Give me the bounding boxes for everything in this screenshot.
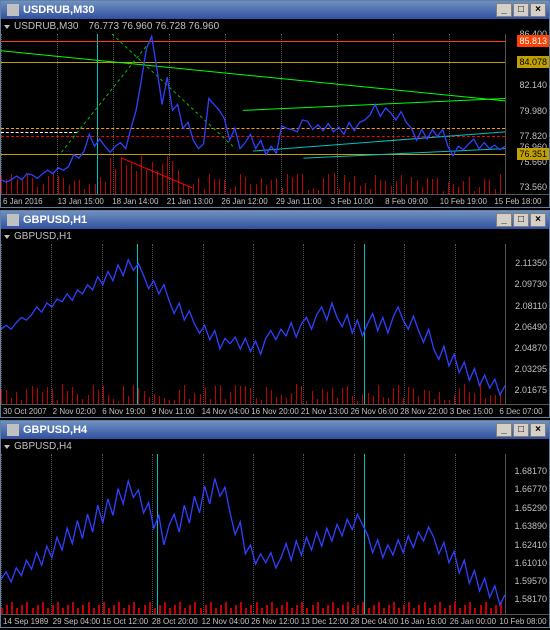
minimize-button[interactable]: _ <box>496 213 512 227</box>
price-line <box>1 478 505 605</box>
x-tick: 28 Dec 04:00 <box>350 617 400 626</box>
x-tick: 10 Feb 19:00 <box>440 197 495 206</box>
x-tick: 26 Nov 12:00 <box>251 617 301 626</box>
x-tick: 3 Feb 10:00 <box>331 197 386 206</box>
y-tick: 2.08110 <box>515 301 547 311</box>
titlebar[interactable]: GBPUSD,H4 _□× <box>1 421 549 439</box>
symbol-header[interactable]: GBPUSD,H4 <box>1 439 549 454</box>
price-level-label: 85.813 <box>517 35 549 47</box>
chart-plot[interactable] <box>1 244 505 404</box>
y-tick: 1.58170 <box>514 594 547 604</box>
chart-icon <box>7 424 19 436</box>
y-tick: 1.62410 <box>514 540 547 550</box>
y-tick: 2.03295 <box>514 364 547 374</box>
ohlc-values: 76.773 76.960 76.728 76.960 <box>88 21 219 32</box>
window-title-group: GBPUSD,H4 <box>7 424 87 436</box>
y-tick: 79.980 <box>519 106 547 116</box>
y-tick: 1.61010 <box>514 558 547 568</box>
x-tick: 26 Jan 12:00 <box>221 197 276 206</box>
x-tick: 10 Feb 08:00 <box>499 617 549 626</box>
y-tick: 2.04870 <box>514 343 547 353</box>
x-tick: 6 Jan 2016 <box>3 197 58 206</box>
x-tick: 21 Nov 13:00 <box>301 407 351 416</box>
x-tick: 15 Oct 12:00 <box>102 617 152 626</box>
price-line <box>1 260 505 395</box>
symbol-label: GBPUSD,H4 <box>14 441 72 452</box>
y-tick: 2.06490 <box>514 322 547 332</box>
y-axis: 1.68170 1.66770 1.65290 1.63890 1.62410 1.610… <box>505 454 549 614</box>
x-tick: 13 Jan 15:00 <box>58 197 113 206</box>
titlebar[interactable]: GBPUSD,H1 _□× <box>1 211 549 229</box>
chart-icon <box>7 4 19 16</box>
symbol-header[interactable]: USDRUB,M30 76.773 76.960 76.728 76.960 <box>1 19 549 34</box>
y-tick: 1.63890 <box>514 521 547 531</box>
y-tick: 1.65290 <box>514 503 547 513</box>
y-tick: 2.09730 <box>514 279 547 289</box>
chart-window-gbpusd_h4: GBPUSD,H4 _□× GBPUSD,H4 1.68170 1.66770 1.652… <box>0 420 550 628</box>
y-axis: 2.11350 2.09730 2.08110 2.06490 2.04870 2.032… <box>505 244 549 404</box>
chevron-down-icon <box>4 445 10 449</box>
chart-window-gbpusd_h1: GBPUSD,H1 _□× GBPUSD,H1 2.11350 2.09730 2.081… <box>0 210 550 418</box>
maximize-button[interactable]: □ <box>513 423 529 437</box>
window-title: GBPUSD,H4 <box>23 424 87 436</box>
window-title: GBPUSD,H1 <box>23 214 87 226</box>
minimize-button[interactable]: _ <box>496 423 512 437</box>
chart-icon <box>7 214 19 226</box>
maximize-button[interactable]: □ <box>513 3 529 17</box>
x-tick: 16 Nov 20:00 <box>251 407 301 416</box>
y-tick: 1.59570 <box>514 576 547 586</box>
close-button[interactable]: × <box>530 3 546 17</box>
x-tick: 6 Dec 07:00 <box>499 407 549 416</box>
y-tick: 2.11350 <box>515 258 547 268</box>
x-tick: 26 Nov 06:00 <box>350 407 400 416</box>
close-button[interactable]: × <box>530 213 546 227</box>
x-axis: 30 Oct 20072 Nov 02:006 Nov 19:009 Nov 1… <box>1 404 549 417</box>
x-tick: 6 Nov 19:00 <box>102 407 152 416</box>
minimize-button[interactable]: _ <box>496 3 512 17</box>
x-tick: 12 Nov 04:00 <box>202 617 252 626</box>
x-tick: 30 Oct 2007 <box>3 407 53 416</box>
chevron-down-icon <box>4 235 10 239</box>
x-tick: 26 Jan 00:00 <box>450 617 500 626</box>
x-tick: 13 Dec 12:00 <box>301 617 351 626</box>
x-axis: 14 Sep 198929 Sep 04:0015 Oct 12:0028 Oc… <box>1 614 549 627</box>
window-title: USDRUB,M30 <box>23 4 95 16</box>
y-tick: 1.68170 <box>514 466 547 476</box>
y-tick: 82.140 <box>519 80 547 90</box>
x-tick: 29 Jan 11:00 <box>276 197 331 206</box>
x-tick: 9 Nov 11:00 <box>152 407 202 416</box>
y-tick: 73.560 <box>519 182 547 192</box>
x-tick: 28 Oct 20:00 <box>152 617 202 626</box>
chart-plot[interactable] <box>1 34 505 194</box>
x-tick: 14 Sep 1989 <box>3 617 53 626</box>
x-tick: 8 Feb 09:00 <box>385 197 440 206</box>
x-tick: 21 Jan 13:00 <box>167 197 222 206</box>
window-title-group: GBPUSD,H1 <box>7 214 87 226</box>
x-tick: 16 Jan 16:00 <box>400 617 450 626</box>
y-axis: 86.40084.07882.14079.98077.82076.96075.6… <box>505 34 549 194</box>
price-level-label: 84.078 <box>517 56 549 68</box>
x-tick: 28 Nov 22:00 <box>400 407 450 416</box>
chart-plot[interactable] <box>1 454 505 614</box>
symbol-header[interactable]: GBPUSD,H1 <box>1 229 549 244</box>
x-tick: 29 Sep 04:00 <box>53 617 103 626</box>
y-tick: 77.820 <box>519 131 547 141</box>
y-tick: 2.01675 <box>514 385 547 395</box>
x-axis: 6 Jan 201613 Jan 15:0018 Jan 14:0021 Jan… <box>1 194 549 207</box>
x-tick: 18 Jan 14:00 <box>112 197 167 206</box>
chart-window-usdrub: USDRUB,M30 _□× USDRUB,M30 76.773 76.960 76.… <box>0 0 550 208</box>
symbol-label: GBPUSD,H1 <box>14 231 72 242</box>
x-tick: 14 Nov 04:00 <box>202 407 252 416</box>
price-level-label: 76.351 <box>517 148 549 160</box>
window-title-group: USDRUB,M30 <box>7 4 95 16</box>
close-button[interactable]: × <box>530 423 546 437</box>
y-tick: 1.66770 <box>514 484 547 494</box>
x-tick: 3 Dec 15:00 <box>450 407 500 416</box>
x-tick: 2 Nov 02:00 <box>53 407 103 416</box>
symbol-label: USDRUB,M30 <box>14 21 78 32</box>
maximize-button[interactable]: □ <box>513 213 529 227</box>
chevron-down-icon <box>4 25 10 29</box>
x-tick: 15 Feb 18:00 <box>494 197 549 206</box>
titlebar[interactable]: USDRUB,M30 _□× <box>1 1 549 19</box>
